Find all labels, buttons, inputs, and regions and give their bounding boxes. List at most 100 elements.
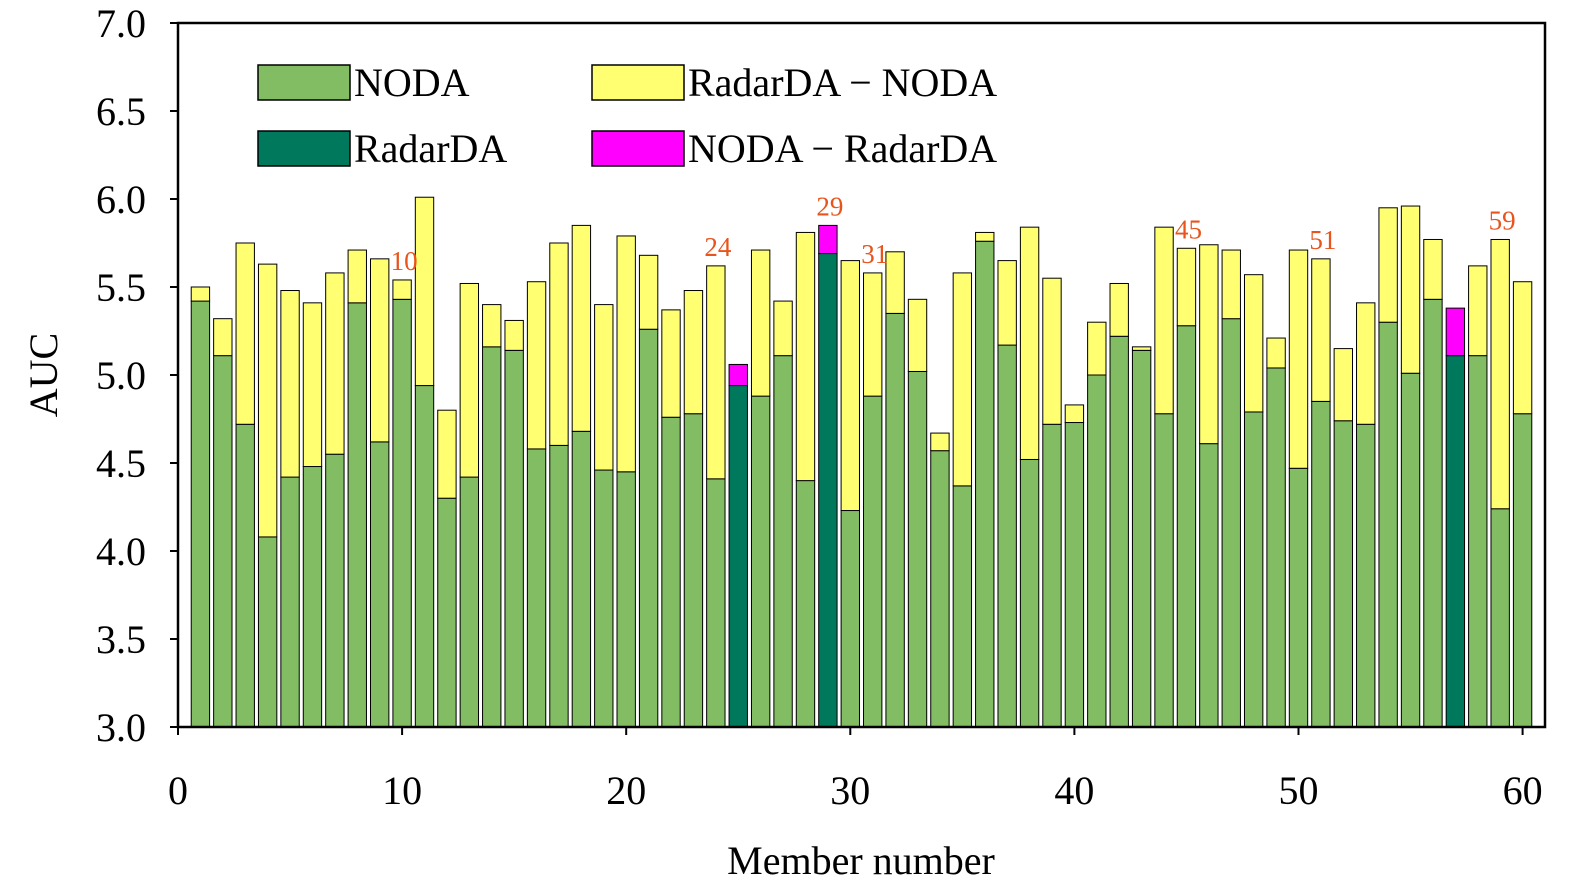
bar-base-member-44 [1154,413,1174,728]
bar-diff-member-42 [1109,282,1129,337]
bar-diff-member-17 [549,242,569,446]
bar-base-member-41 [1087,374,1107,728]
bar-diff-member-14 [482,304,502,348]
legend-label-noda_minus_radarda: NODA − RadarDA [688,126,997,171]
annotation-member-31: 31 [861,239,888,269]
bar-base-member-5 [280,476,300,728]
bar-base-member-18 [571,430,592,728]
legend-label-noda: NODA [354,60,470,105]
bar-base-member-20 [616,471,636,728]
bar-base-member-36 [975,240,995,728]
bar-diff-member-38 [1019,226,1040,460]
bar-diff-member-33 [907,298,928,372]
bar-base-member-24 [706,478,726,728]
bar-base-member-55 [1400,372,1421,728]
bar-diff-member-60 [1512,281,1533,415]
y-tick-label: 5.0 [96,353,146,398]
bar-base-member-47 [1221,318,1241,728]
y-tick-label: 6.0 [96,177,146,222]
legend-swatch-noda_minus_radarda [591,130,685,167]
bar-base-member-14 [482,346,502,728]
bar-base-member-40 [1064,422,1085,728]
bar-diff-member-1 [190,286,211,302]
bar-diff-member-30 [840,260,860,512]
bar-diff-member-53 [1356,302,1376,425]
bar-base-member-17 [549,444,569,728]
bar-diff-member-23 [683,290,704,415]
bar-diff-member-22 [661,309,681,418]
annotation-member-29: 29 [816,191,843,221]
bar-base-member-7 [325,453,345,728]
bar-diff-member-28 [795,231,816,482]
bar-base-member-42 [1109,335,1129,728]
y-tick-label: 6.5 [96,89,146,134]
legend-label-radarda_minus_noda: RadarDA − NODA [688,60,997,105]
y-tick-label: 5.5 [96,265,146,310]
bar-diff-member-26 [750,249,771,397]
y-tick-label: 4.5 [96,441,146,486]
x-tick-label: 0 [168,768,188,813]
bars-group [190,196,1533,728]
x-tick-label: 10 [382,768,422,813]
bar-base-member-27 [773,355,793,728]
bar-base-member-1 [190,300,211,728]
bar-base-member-19 [594,469,614,728]
bar-base-member-34 [930,450,950,728]
bar-base-member-4 [257,536,278,728]
bar-diff-member-6 [302,302,323,468]
bar-base-member-6 [302,466,323,728]
bar-diff-member-2 [213,318,233,357]
bar-diff-member-43 [1131,346,1152,351]
bar-base-member-37 [997,344,1017,728]
bar-base-member-57 [1445,355,1466,728]
bar-base-member-23 [683,413,704,728]
bar-base-member-52 [1333,420,1353,728]
bar-base-member-50 [1288,467,1309,728]
bar-diff-member-16 [526,281,547,450]
annotation-member-10: 10 [391,246,418,276]
bar-diff-member-27 [773,300,793,357]
bar-base-member-46 [1199,443,1219,728]
bar-diff-member-51 [1311,258,1331,402]
bar-diff-member-10 [392,279,412,300]
bar-diff-member-19 [594,304,614,471]
bar-diff-member-41 [1087,321,1107,376]
bar-base-member-38 [1019,458,1040,728]
bar-diff-member-47 [1221,249,1241,320]
bar-base-member-29 [818,253,838,728]
y-tick-label: 3.5 [96,617,146,662]
bar-diff-member-25 [728,363,748,387]
y-tick-label: 4.0 [96,529,146,574]
annotation-member-24: 24 [704,232,732,262]
bar-base-member-9 [370,441,390,728]
bar-diff-member-46 [1199,244,1219,445]
bar-base-member-53 [1356,423,1376,728]
bar-diff-member-44 [1154,226,1174,415]
bar-diff-member-58 [1468,265,1488,357]
bar-base-member-3 [235,423,255,728]
bar-base-member-43 [1131,349,1152,728]
y-tick-label: 3.0 [96,705,146,750]
bar-base-member-32 [885,312,905,728]
bar-diff-member-57 [1445,307,1466,357]
legend-label-radarda: RadarDA [354,126,507,171]
bar-base-member-25 [728,385,748,728]
bar-base-member-13 [459,476,480,728]
bar-diff-member-45 [1176,247,1197,327]
annotation-member-59: 59 [1489,205,1516,235]
bar-diff-member-18 [571,224,592,432]
bar-base-member-54 [1378,321,1398,728]
bar-diff-member-24 [706,265,726,480]
bar-diff-member-32 [885,251,905,314]
bar-diff-member-31 [863,272,883,397]
bar-base-member-49 [1266,367,1286,728]
bar-diff-member-55 [1400,205,1421,374]
bar-diff-member-49 [1266,337,1286,369]
bar-base-member-56 [1423,298,1443,728]
legend-swatch-noda [257,64,351,101]
x-axis-title: Member number [727,838,995,883]
bar-base-member-21 [638,328,659,728]
bar-diff-member-52 [1333,348,1353,422]
bar-diff-member-36 [975,231,995,242]
